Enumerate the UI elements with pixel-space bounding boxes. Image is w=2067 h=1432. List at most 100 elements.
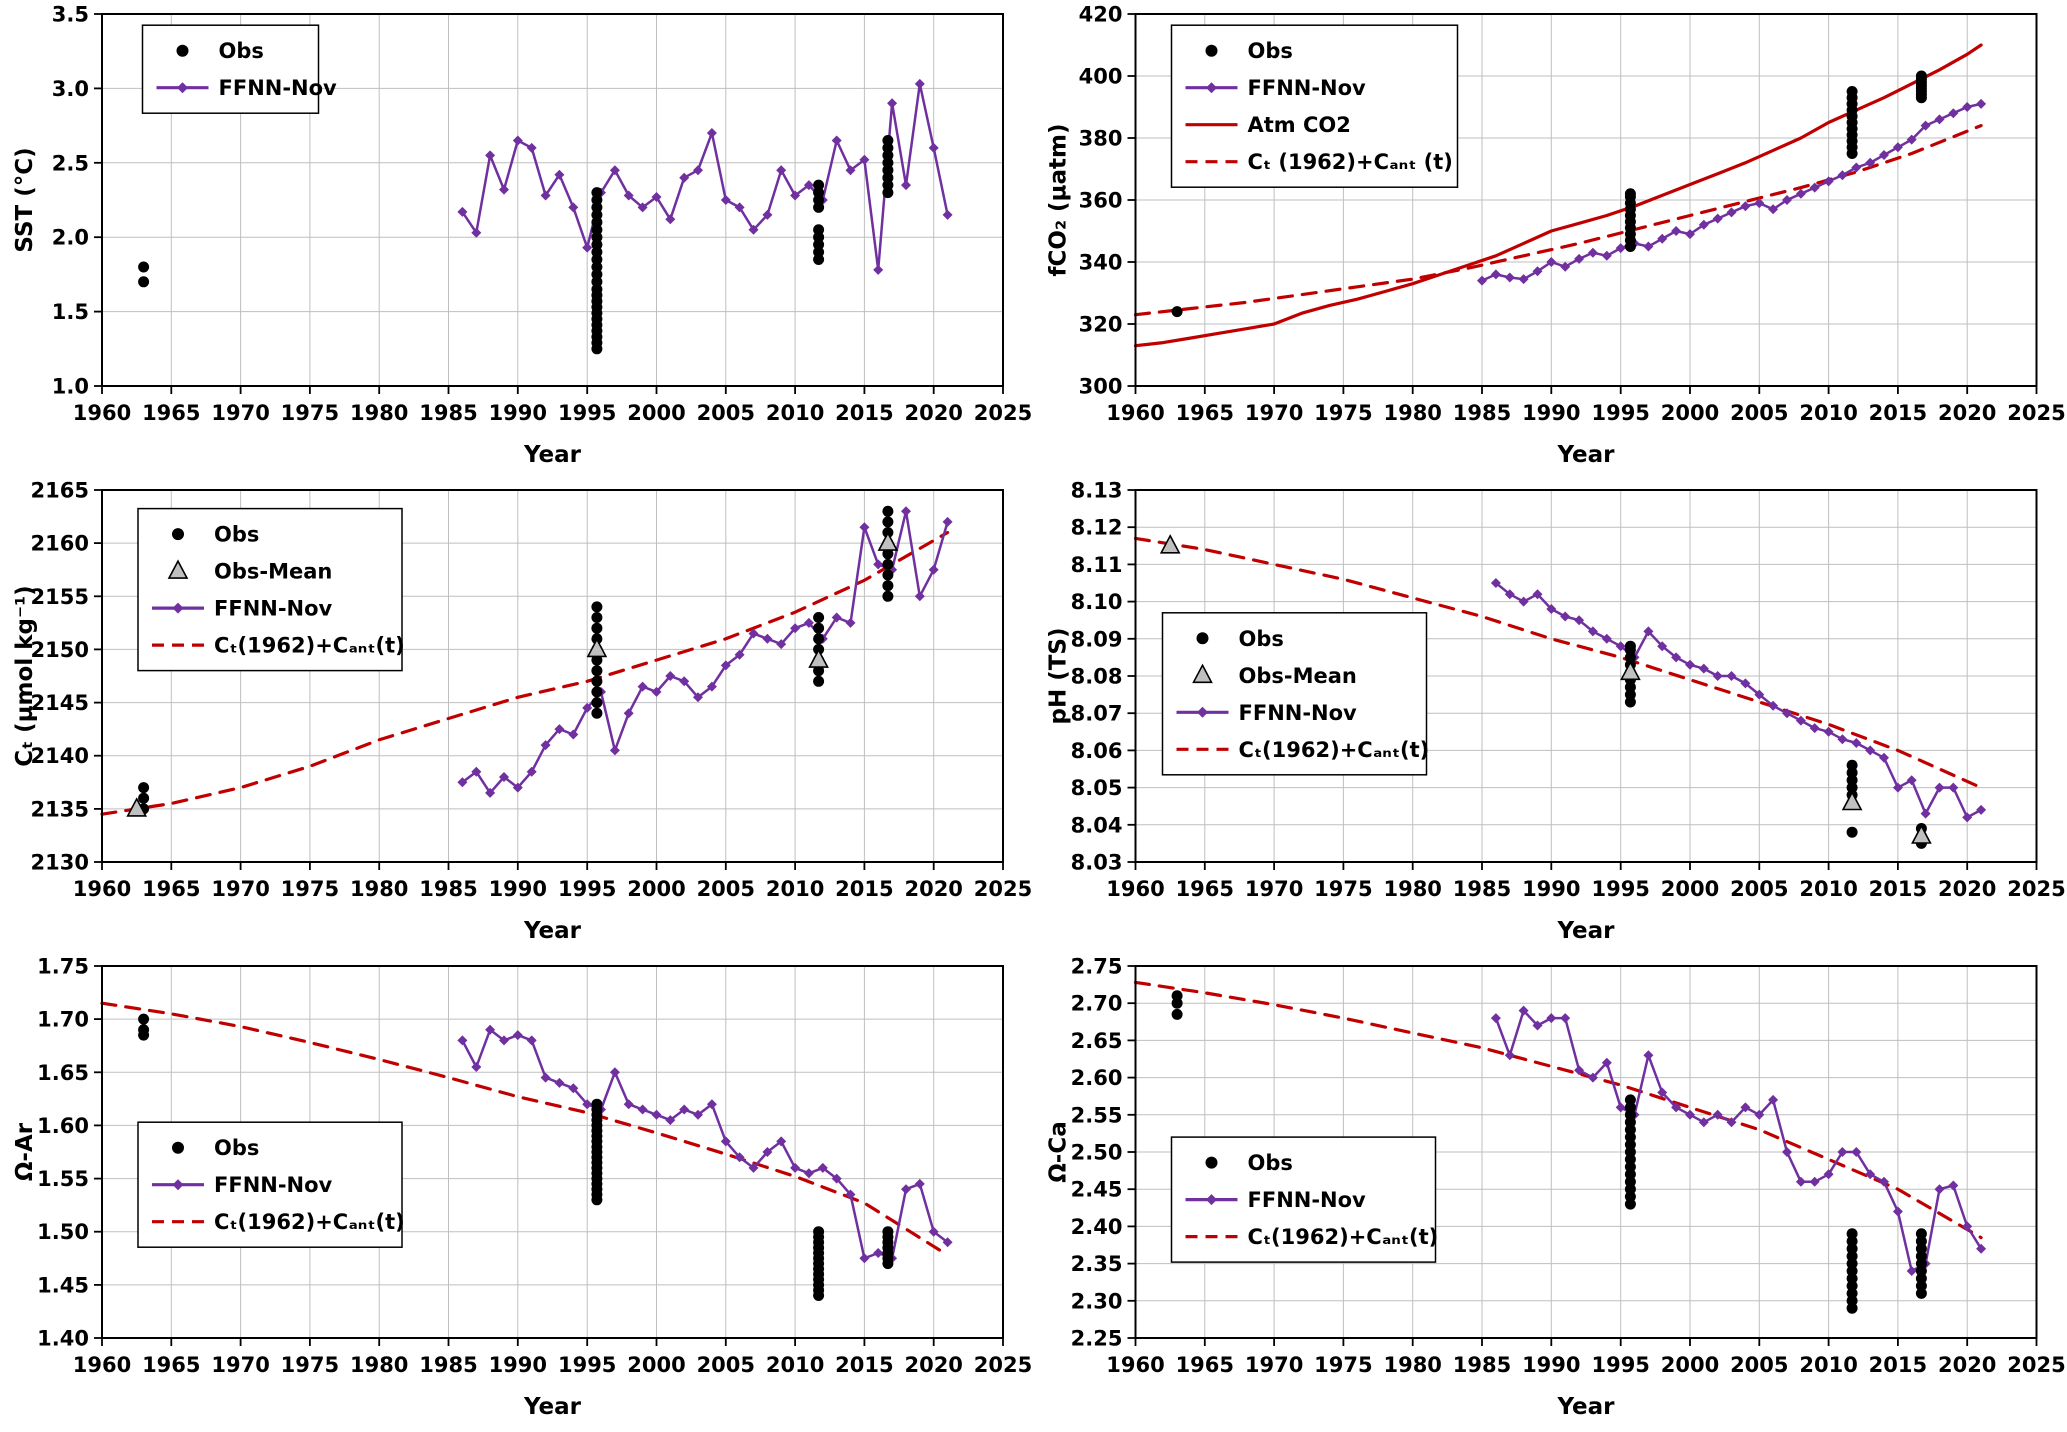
legend-label: Atm CO2	[1248, 113, 1351, 137]
svg-text:2145: 2145	[31, 691, 89, 715]
svg-text:1960: 1960	[1106, 877, 1164, 901]
legend-label: Obs	[1239, 627, 1284, 651]
series-markers-ffnn-nov	[457, 506, 953, 798]
svg-text:1975: 1975	[1314, 401, 1372, 425]
svg-text:1965: 1965	[1176, 401, 1234, 425]
svg-text:1.45: 1.45	[37, 1273, 89, 1297]
chart-panel-fco2: 1960 1965 1970 1975 1980 1985 1990 1995 2000 2005…	[1033, 0, 2067, 476]
chart-svg-fco2: 1960 1965 1970 1975 1980 1985 1990 1995 2000 2005…	[1033, 0, 2067, 476]
y-axis-title: Ω-Ca	[1046, 1121, 1072, 1183]
legend-label: Cₜ(1962)+Cₐₙₜ(t)	[1239, 738, 1430, 762]
svg-text:1.40: 1.40	[37, 1327, 89, 1351]
svg-text:2.65: 2.65	[1071, 1029, 1123, 1053]
x-axis-title: Year	[1556, 918, 1615, 944]
svg-text:3.0: 3.0	[52, 77, 89, 101]
svg-text:2000: 2000	[627, 401, 685, 425]
svg-text:1995: 1995	[1591, 877, 1649, 901]
legend-box	[1170, 24, 1459, 188]
series-points-obs	[1171, 70, 1927, 318]
svg-text:2140: 2140	[31, 744, 89, 768]
legend-label: Obs	[1248, 39, 1293, 63]
svg-text:1.50: 1.50	[37, 1220, 89, 1244]
svg-text:1965: 1965	[142, 877, 200, 901]
svg-text:1975: 1975	[281, 401, 339, 425]
plot-border	[101, 965, 1004, 1339]
svg-text:1970: 1970	[1245, 401, 1303, 425]
svg-text:8.09: 8.09	[1071, 627, 1123, 651]
y-tick-labels: 8.03 8.04 8.05 8.06 8.07 8.08 8.09 8.10 8.11 8.12…	[1071, 479, 1123, 875]
svg-text:2.70: 2.70	[1071, 992, 1123, 1016]
x-axis-title: Year	[1556, 442, 1615, 468]
svg-text:1990: 1990	[489, 877, 547, 901]
svg-text:1980: 1980	[1383, 1353, 1441, 1377]
x-axis-title: Year	[523, 918, 582, 944]
svg-text:2015: 2015	[835, 1353, 893, 1377]
y-axis-title: Cₜ (µmol kg⁻¹)	[12, 585, 38, 766]
svg-text:8.06: 8.06	[1071, 739, 1123, 763]
svg-text:2015: 2015	[835, 877, 893, 901]
svg-text:1995: 1995	[1591, 1353, 1649, 1377]
svg-text:2015: 2015	[835, 401, 893, 425]
legend-label: Cₜ(1962)+Cₐₙₜ(t)	[1248, 1225, 1439, 1249]
svg-text:2000: 2000	[1661, 877, 1719, 901]
legend-label: Obs	[214, 1136, 259, 1160]
svg-text:2.0: 2.0	[52, 226, 89, 250]
svg-text:1980: 1980	[1383, 877, 1441, 901]
svg-text:8.08: 8.08	[1071, 665, 1123, 689]
svg-text:2.55: 2.55	[1071, 1103, 1123, 1127]
y-tick-labels: 2.25 2.30 2.35 2.40 2.45 2.50 2.55 2.60 2.65 2.70…	[1071, 955, 1123, 1351]
svg-text:1975: 1975	[281, 877, 339, 901]
legend-label: FFNN-Nov	[219, 76, 338, 100]
svg-text:1975: 1975	[1314, 877, 1372, 901]
svg-text:1.75: 1.75	[37, 955, 89, 979]
x-axis-title: Year	[523, 1394, 582, 1420]
legend-label: Obs	[214, 523, 259, 547]
svg-text:340: 340	[1079, 251, 1123, 275]
x-tick-labels: 1960 1965 1970 1975 1980 1985 1990 1995 2000 2005…	[1106, 401, 2065, 425]
svg-text:2025: 2025	[974, 1353, 1032, 1377]
y-axis-title: fCO₂ (µatm)	[1046, 124, 1072, 277]
tick-marks	[1127, 13, 2038, 394]
svg-text:1.0: 1.0	[52, 375, 89, 399]
svg-text:1985: 1985	[1453, 401, 1511, 425]
svg-text:2020: 2020	[904, 401, 962, 425]
svg-text:2025: 2025	[974, 877, 1032, 901]
series-points-obs	[1171, 990, 1927, 1314]
svg-text:2.35: 2.35	[1071, 1252, 1123, 1276]
tick-marks	[94, 965, 1004, 1346]
svg-text:1995: 1995	[558, 1353, 616, 1377]
svg-text:1.55: 1.55	[37, 1167, 89, 1191]
svg-text:2160: 2160	[31, 532, 89, 556]
svg-text:1960: 1960	[73, 877, 131, 901]
legend: Obs Obs-Mean FFNN-Nov Cₜ(1962)+Cₐₙₜ(t)	[137, 507, 405, 672]
series-line-ffnn-nov	[461, 82, 949, 272]
x-tick-labels: 1960 1965 1970 1975 1980 1985 1990 1995 2000 2005…	[73, 877, 1032, 901]
svg-text:1990: 1990	[489, 401, 547, 425]
svg-text:2005: 2005	[697, 401, 755, 425]
svg-text:2025: 2025	[2007, 401, 2065, 425]
svg-text:2005: 2005	[1730, 877, 1788, 901]
svg-text:1980: 1980	[350, 1353, 408, 1377]
svg-text:2.25: 2.25	[1071, 1327, 1123, 1351]
svg-text:2025: 2025	[974, 401, 1032, 425]
svg-text:8.13: 8.13	[1071, 479, 1123, 503]
svg-text:2025: 2025	[2007, 877, 2065, 901]
svg-text:1.5: 1.5	[52, 300, 89, 324]
svg-text:1965: 1965	[142, 1353, 200, 1377]
svg-text:1985: 1985	[419, 1353, 477, 1377]
svg-text:2010: 2010	[1799, 1353, 1857, 1377]
series-line-ct-1962-cant-t	[1133, 536, 1983, 790]
svg-text:2000: 2000	[1661, 1353, 1719, 1377]
legend: Obs FFNN-Nov Atm CO2 Cₜ (1962)+Cₐₙₜ (t)	[1170, 24, 1459, 188]
series-points-obs	[138, 1013, 894, 1301]
chart-svg-ct: 1960 1965 1970 1975 1980 1985 1990 1995 2000 2005…	[0, 476, 1033, 952]
svg-text:2000: 2000	[1661, 401, 1719, 425]
legend-box	[141, 24, 320, 114]
svg-text:1965: 1965	[1176, 1353, 1234, 1377]
svg-text:2130: 2130	[31, 851, 89, 875]
svg-text:2010: 2010	[1799, 877, 1857, 901]
svg-text:360: 360	[1079, 189, 1123, 213]
svg-text:3.5: 3.5	[52, 3, 89, 27]
series-line-ffnn-nov	[461, 510, 949, 795]
y-tick-labels: 1.0 1.5 2.0 2.5 3.0 3.5	[52, 3, 89, 399]
